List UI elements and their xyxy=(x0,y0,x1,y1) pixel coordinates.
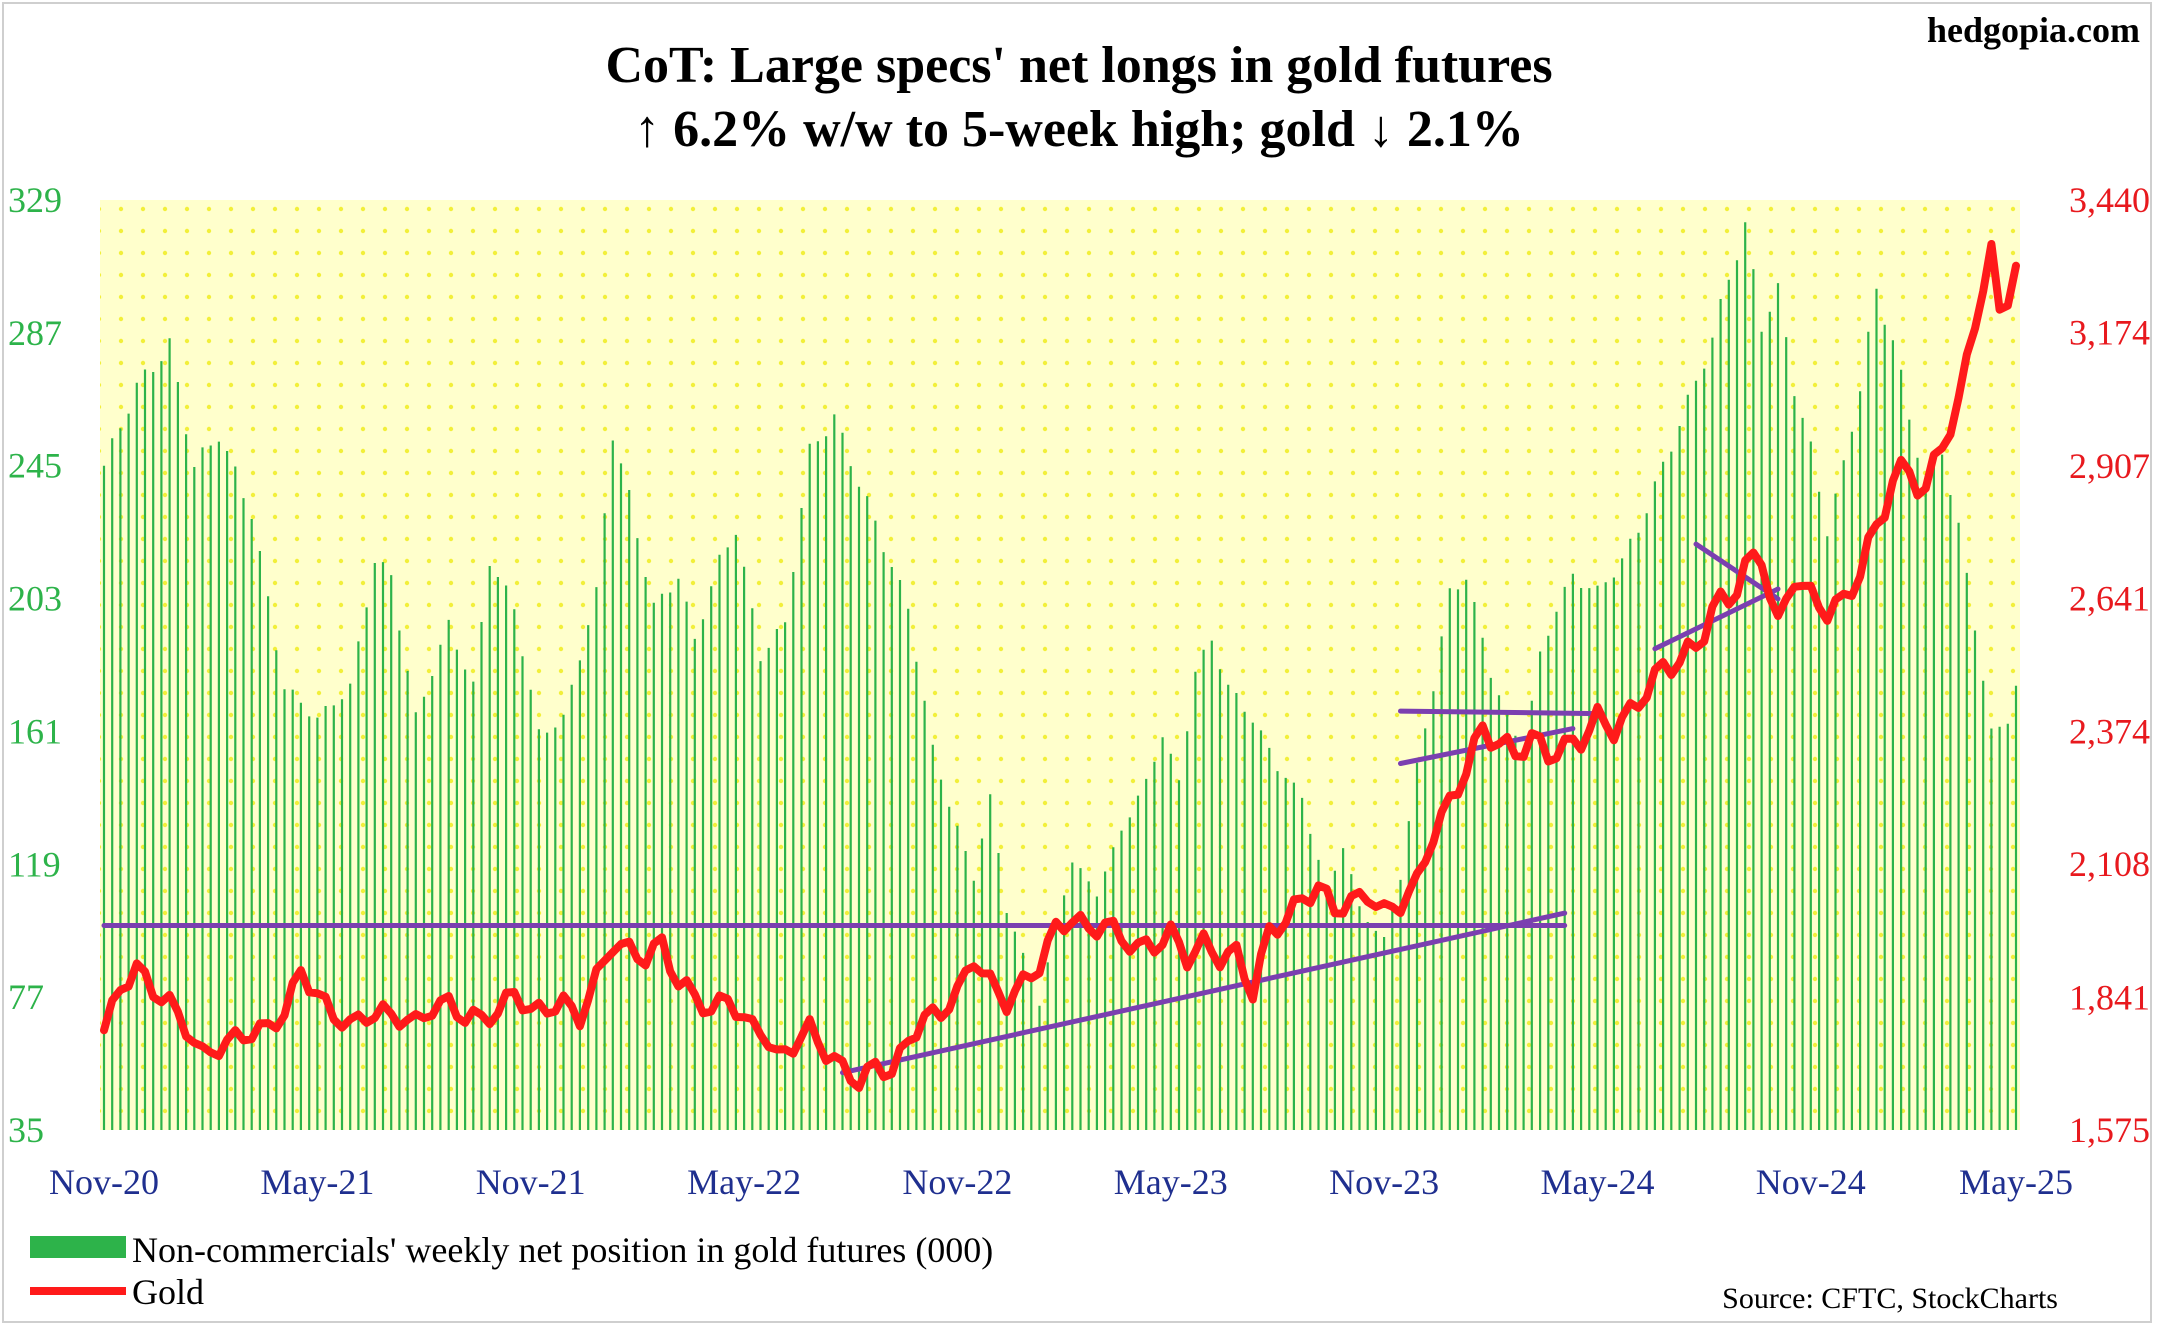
x-tick-label: May-23 xyxy=(1114,1162,1228,1202)
x-tick-label: Nov-24 xyxy=(1756,1162,1866,1202)
left-tick-label: 203 xyxy=(8,579,62,619)
left-tick-label: 35 xyxy=(8,1110,44,1150)
x-tick-label: May-25 xyxy=(1959,1162,2073,1202)
source-note: Source: CFTC, StockCharts xyxy=(1722,1282,2058,1315)
legend-bars-label: Non-commercials' weekly net position in … xyxy=(132,1230,993,1270)
left-axis-ticks: 329 287 245 203 161 119 77 35 xyxy=(8,180,62,1150)
x-tick-label: Nov-23 xyxy=(1329,1162,1439,1202)
x-tick-label: May-22 xyxy=(687,1162,801,1202)
x-tick-label: Nov-21 xyxy=(476,1162,586,1202)
gold-line xyxy=(100,240,2020,1092)
x-axis-ticks: Nov-20 May-21 Nov-21 May-22 Nov-22 May-23 Nov-… xyxy=(49,1162,2073,1202)
gold-price-line xyxy=(100,240,2020,1092)
legend-bars-swatch xyxy=(30,1236,126,1258)
right-axis-ticks: 3,440 3,174 2,907 2,641 2,374 2,108 1,841 1,575 xyxy=(2069,180,2150,1150)
trendline xyxy=(1398,708,1600,717)
left-tick-label: 245 xyxy=(8,446,62,486)
right-tick-label: 1,575 xyxy=(2069,1110,2150,1150)
right-tick-label: 2,374 xyxy=(2069,712,2150,752)
right-tick-label: 3,440 xyxy=(2069,180,2150,220)
x-tick-label: May-24 xyxy=(1541,1162,1655,1202)
legend-line-label: Gold xyxy=(132,1272,204,1312)
right-tick-label: 2,907 xyxy=(2069,446,2150,486)
left-tick-label: 329 xyxy=(8,180,62,220)
x-tick-label: Nov-22 xyxy=(902,1162,1012,1202)
trendlines xyxy=(101,541,1781,1076)
left-tick-label: 119 xyxy=(8,844,61,884)
left-tick-label: 287 xyxy=(8,313,62,353)
right-tick-label: 2,108 xyxy=(2069,844,2150,884)
trendline xyxy=(840,910,1568,1076)
x-tick-label: May-21 xyxy=(260,1162,374,1202)
chart-subtitle: ↑ 6.2% w/w to 5-week high; gold ↓ 2.1% xyxy=(634,101,1524,158)
plot-dot-pattern xyxy=(100,200,2020,1130)
brand-watermark: hedgopia.com xyxy=(1927,10,2140,50)
chart-title: CoT: Large specs' net longs in gold futu… xyxy=(605,37,1552,94)
right-tick-label: 2,641 xyxy=(2069,578,2150,618)
left-tick-label: 77 xyxy=(8,977,44,1017)
trendline xyxy=(1652,586,1781,652)
x-tick-label: Nov-20 xyxy=(49,1162,159,1202)
left-tick-label: 161 xyxy=(8,711,62,751)
right-tick-label: 1,841 xyxy=(2069,977,2150,1017)
right-tick-label: 3,174 xyxy=(2069,313,2150,353)
